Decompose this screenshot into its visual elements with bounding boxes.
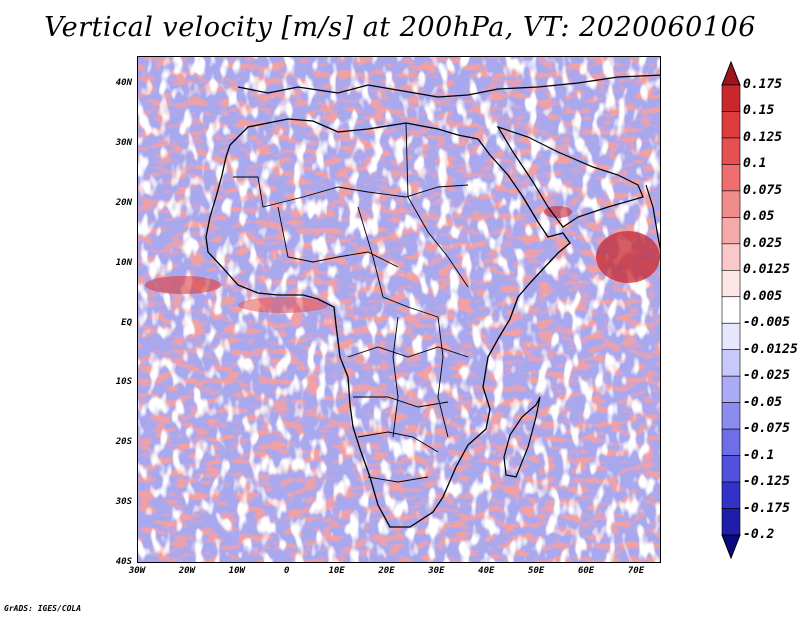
- lon-tick-label: 30W: [128, 566, 146, 576]
- ascent-band-west-atlantic: [145, 276, 221, 294]
- colorbar-segment: [721, 217, 741, 245]
- colorbar-segment: [721, 455, 741, 483]
- colorbar-level-label: -0.025: [743, 368, 790, 384]
- colorbar-bottom-triangle: [721, 534, 741, 560]
- colorbar-segment: [721, 428, 741, 456]
- lon-tick-label: 0: [283, 566, 290, 576]
- lon-tick-label: 10W: [228, 566, 245, 576]
- colorbar-segment: [721, 269, 741, 298]
- lat-tick-label: 40N: [115, 78, 132, 88]
- colorbar-level-label: -0.075: [743, 421, 790, 437]
- chart-title: Vertical velocity [m/s] at 200hPa, VT: 2…: [44, 12, 756, 43]
- colorbar-level-label: -0.05: [743, 394, 783, 410]
- lon-tick-label: 50E: [528, 566, 545, 576]
- colorbar-level-label: 0.075: [743, 182, 783, 198]
- coastline-africa: [205, 118, 571, 528]
- colorbar-segment: [721, 481, 741, 509]
- colorbar-segment: [721, 508, 741, 536]
- lat-tick-label: 10N: [115, 257, 132, 268]
- colorbar-segment: [721, 349, 741, 377]
- colorbar-level-label: 0.1: [743, 156, 767, 172]
- colorbar-segment: [721, 111, 741, 139]
- lon-tick-label: 40E: [478, 566, 495, 576]
- ascent-band-red-sea: [544, 206, 572, 218]
- colorbar-level-label: 0.0125: [743, 262, 790, 278]
- colorbar-segment: [721, 243, 741, 271]
- colorbar-level-label: 0.15: [743, 103, 775, 119]
- colorbar-level-label: -0.125: [743, 474, 790, 490]
- lon-tick-label: 10E: [328, 566, 345, 576]
- colorbar-level-label: 0.05: [743, 209, 775, 225]
- coastline-arabia: [496, 125, 644, 228]
- colorbar-segment: [721, 375, 741, 403]
- colorbar-level-label: -0.2: [743, 527, 775, 542]
- colorbar-segment: [721, 164, 741, 192]
- lat-tick-label: 30S: [115, 497, 132, 508]
- lat-tick-label: 30N: [115, 137, 132, 148]
- lon-tick-label: 70E: [627, 566, 645, 576]
- colorbar-level-label: 0.005: [743, 288, 783, 304]
- lat-tick-label: 10S: [115, 377, 132, 388]
- country-borders: [233, 122, 469, 483]
- colorbar-level-label: 0.025: [743, 235, 783, 251]
- ascent-band-gulf-guinea: [238, 297, 328, 313]
- lon-tick-label: 60E: [577, 566, 595, 576]
- lon-tick-label: 30E: [428, 566, 445, 576]
- map-plot-area: [137, 56, 661, 563]
- colorbar-level-label: 0.175: [743, 77, 783, 92]
- coastline-madagascar: [503, 396, 541, 478]
- colorbar-top-triangle: [721, 60, 741, 86]
- colorbar-segment: [721, 402, 741, 430]
- colorbar-level-label: -0.1: [743, 447, 775, 463]
- lat-tick-label: 40S: [115, 557, 132, 567]
- coastline-india: [645, 184, 660, 251]
- vertical-velocity-map: [138, 57, 660, 562]
- colorbar-segment: [721, 322, 741, 351]
- colorbar-segment: [721, 137, 741, 165]
- lat-tick-label: 20N: [115, 197, 132, 208]
- colorbar-level-label: -0.0125: [743, 341, 798, 357]
- lon-tick-label: 20W: [178, 566, 196, 576]
- colorbar-segment: [721, 190, 741, 218]
- colorbar-level-label: -0.005: [743, 315, 790, 331]
- strong-ascent-region-east: [596, 231, 660, 283]
- colorbar-level-label: 0.125: [743, 129, 783, 145]
- colorbar-level-label: -0.175: [743, 500, 790, 516]
- coastline-europe: [237, 74, 660, 98]
- colorbar-segment: [721, 296, 741, 324]
- lon-tick-label: 20E: [378, 566, 395, 576]
- colorbar: [721, 60, 741, 560]
- lat-tick-label: 20S: [115, 437, 132, 448]
- colorbar-segment: [721, 84, 741, 112]
- grads-credit: GrADS: IGES/COLA: [4, 604, 82, 613]
- lat-tick-label: EQ: [121, 317, 132, 328]
